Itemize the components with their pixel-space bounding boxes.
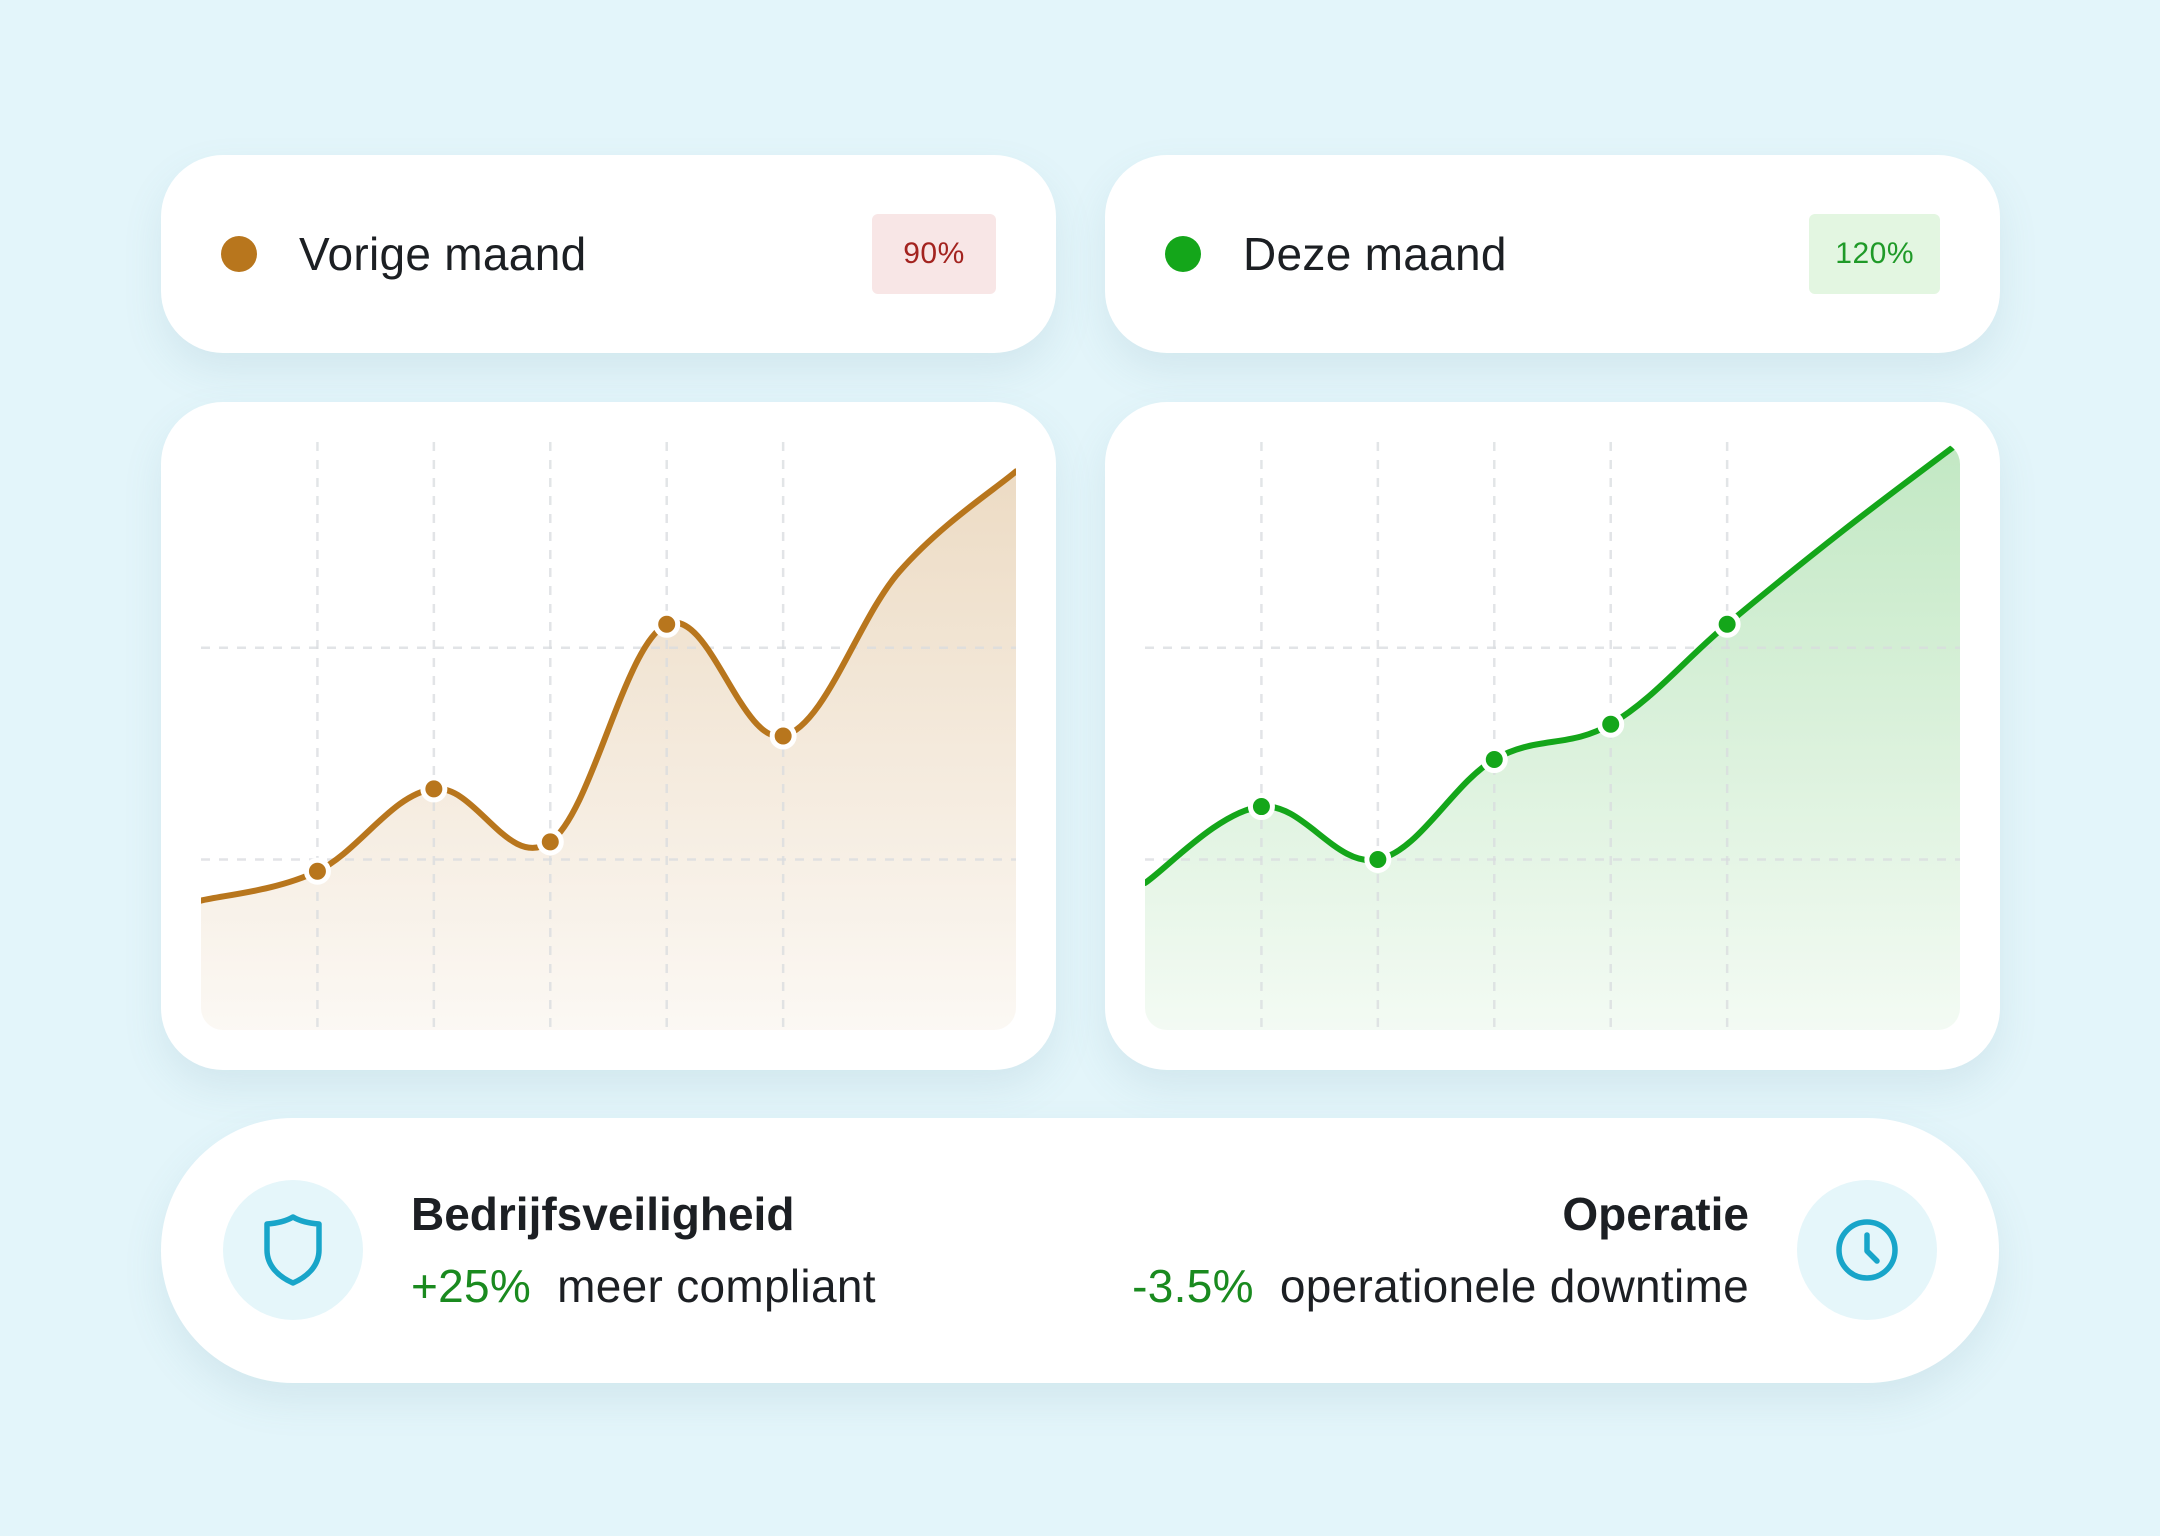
stat-title-operations: Operatie	[1562, 1188, 1749, 1240]
data-point	[420, 775, 448, 803]
data-point	[769, 722, 797, 750]
data-point	[1597, 710, 1625, 738]
legend-card-previous-month: Vorige maand 90%	[161, 155, 1056, 353]
data-point	[1713, 610, 1741, 638]
data-point	[536, 828, 564, 856]
area-fill	[201, 471, 1016, 1030]
legend-label-current-month: Deze maand	[1243, 228, 1507, 280]
area-fill	[1145, 442, 1960, 1030]
stat-text-company-safety: meer compliant	[557, 1260, 876, 1312]
data-point	[1480, 746, 1508, 774]
legend-badge-current-month: 120%	[1809, 214, 1940, 294]
legend-label-previous-month: Vorige maand	[299, 228, 587, 280]
data-point	[653, 610, 681, 638]
stat-line-company-safety: +25% meer compliant	[411, 1258, 876, 1314]
shield-icon	[264, 1214, 322, 1286]
area-chart-current-month	[1145, 442, 1960, 1030]
area-chart-previous-month	[201, 442, 1016, 1030]
stats-card: Bedrijfsveiligheid +25% meer compliant Op…	[161, 1118, 1999, 1383]
series-line	[201, 468, 1016, 904]
clock-icon-badge	[1797, 1180, 1937, 1320]
legend-card-current-month: Deze maand 120%	[1105, 155, 2000, 353]
data-point	[303, 857, 331, 885]
stat-text-operations: operationele downtime	[1279, 1260, 1749, 1312]
data-point	[1247, 793, 1275, 821]
chart-card-previous-month	[161, 402, 1056, 1070]
stat-title-company-safety: Bedrijfsveiligheid	[411, 1188, 795, 1240]
stat-company-safety: Bedrijfsveiligheid +25% meer compliant	[411, 1186, 876, 1314]
chart-card-current-month	[1105, 402, 2000, 1070]
stat-operations: Operatie -3.5% operationele downtime	[1132, 1186, 1749, 1314]
stat-value-company-safety: +25%	[411, 1260, 532, 1312]
stat-value-operations: -3.5%	[1132, 1260, 1254, 1312]
data-point	[1364, 845, 1392, 873]
stat-line-operations: -3.5% operationele downtime	[1132, 1258, 1749, 1314]
legend-dot-current-month	[1165, 236, 1201, 272]
legend-dot-previous-month	[221, 236, 257, 272]
clock-icon	[1836, 1219, 1898, 1281]
shield-icon-badge	[223, 1180, 363, 1320]
legend-badge-previous-month: 90%	[872, 214, 996, 294]
